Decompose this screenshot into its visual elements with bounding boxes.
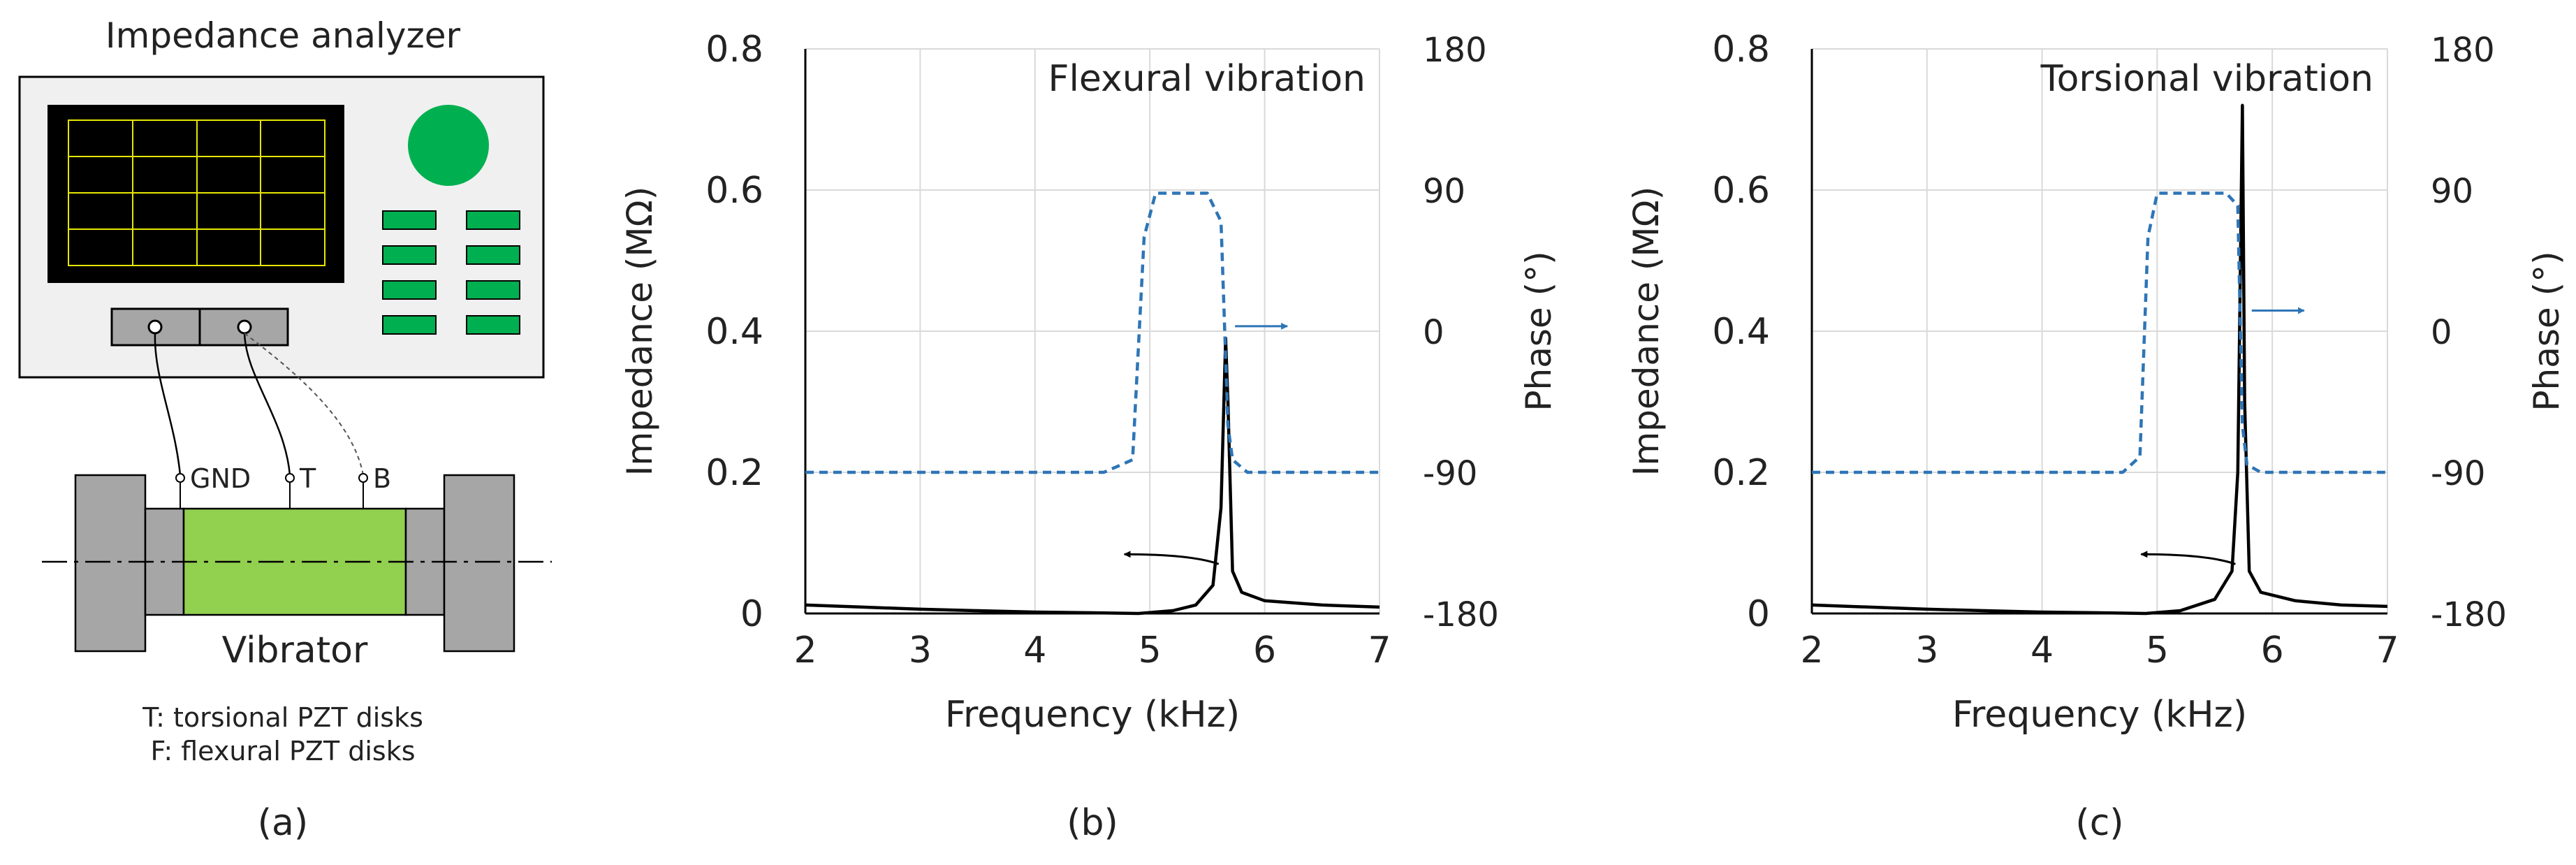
x-tick-label: 2 [793,630,817,671]
x-tick-label: 4 [1023,630,1046,671]
terminal-t-label: T [299,463,316,494]
legend-flexural: F: flexural PZT disks [150,736,415,766]
y-tick-label: 0.4 [705,311,763,353]
y-tick-label: 0.6 [705,170,763,212]
y2-tick-label: -90 [2431,454,2485,493]
chart-torsional: 2 3 4 5 6 7 0 0.2 0.4 0.6 0.8 -180 -90 0 90 180 Frequenc… [1626,29,2567,844]
port-left-jack [147,319,163,335]
y2-tick-label: 90 [2431,172,2473,211]
analyzer-title: Impedance analyzer [105,15,461,56]
terminal-t [285,473,295,483]
analyzer-button[interactable] [382,280,437,300]
analyzer-buttons [382,210,520,335]
analyzer-button[interactable] [466,210,520,230]
y2-tick-label: 0 [2431,313,2452,352]
terminal-gnd [175,473,185,483]
y2-tick-label: 90 [1423,172,1465,211]
y-tick-label: 0 [740,593,763,635]
panel-caption: (c) [2075,802,2123,844]
impedance-axis-arrow [2140,551,2236,565]
vibrator: Vibrator [42,474,552,671]
y2-tick-label: -90 [1423,454,1477,493]
terminals: GND T B [175,463,391,509]
analyzer-button[interactable] [466,280,520,300]
y2-tick-label: -180 [1423,595,1499,634]
vibrator-label: Vibrator [222,630,368,671]
cable-t [243,333,291,476]
y2-tick-label: -180 [2431,595,2507,634]
analyzer-button[interactable] [466,245,520,265]
vibration-mode-annotation: Flexural vibration [1048,58,1366,100]
y-tick-label: 0.2 [1712,452,1770,494]
series-impedance-line [1811,103,2388,616]
screen-grid [68,119,325,266]
y2-tick-label: 180 [2431,31,2495,70]
caption-a: (a) [258,802,308,844]
y-tick-label: 0.6 [1712,170,1770,212]
analyzer-screen [47,105,344,283]
y2-tick-label: 0 [1423,313,1444,352]
panel-a: Impedance analyzer [18,15,552,844]
y-tick-label: 0.4 [1712,311,1770,353]
x-tick-label: 7 [1368,630,1391,671]
analyzer-button[interactable] [466,315,520,335]
y-tick-label: 0 [1747,593,1770,635]
chart-flexural: 2 3 4 5 6 7 0 0.2 0.4 0.6 0.8 -180 -90 0 90 180 Frequenc… [620,29,1559,844]
x-tick-label: 2 [1800,630,1823,671]
x-tick-label: 4 [2030,630,2054,671]
vibration-mode-annotation: Torsional vibration [2040,58,2373,100]
series-phase-line [1812,191,2387,474]
terminal-gnd-label: GND [190,463,251,494]
y-tick-label: 0.2 [705,452,763,494]
analyzer-button[interactable] [382,245,437,265]
x-tick-label: 6 [2261,630,2284,671]
y-axis-title: Impedance (MΩ) [620,187,660,477]
terminal-b [358,473,368,483]
cable-b [244,333,364,476]
analyzer-button[interactable] [382,315,437,335]
panel-caption: (b) [1067,802,1118,844]
x-tick-label: 3 [909,630,932,671]
y2-axis-title: Phase (°) [1518,251,1559,411]
y2-axis-title: Phase (°) [2526,251,2567,411]
series-impedance-line [805,336,1380,616]
cable-gnd [154,333,182,476]
x-tick-label: 7 [2376,630,2399,671]
x-axis-title: Frequency (kHz) [1952,694,2247,736]
x-tick-label: 5 [2146,630,2169,671]
port-right-jack [237,319,252,335]
x-tick-label: 5 [1139,630,1162,671]
y2-tick-label: 180 [1423,31,1487,70]
x-axis-title: Frequency (kHz) [945,694,1240,736]
x-tick-label: 3 [1915,630,1938,671]
terminal-b-label: B [373,463,391,494]
y-tick-label: 0.8 [705,29,763,71]
y-tick-label: 0.8 [1712,29,1770,71]
series-phase-line [805,191,1380,474]
x-tick-label: 6 [1253,630,1276,671]
y-axis-title: Impedance (MΩ) [1626,187,1667,477]
legend-torsional: T: torsional PZT disks [142,702,423,733]
impedance-axis-arrow [1123,551,1220,565]
knob-icon[interactable] [408,105,489,186]
analyzer-button[interactable] [382,210,437,230]
